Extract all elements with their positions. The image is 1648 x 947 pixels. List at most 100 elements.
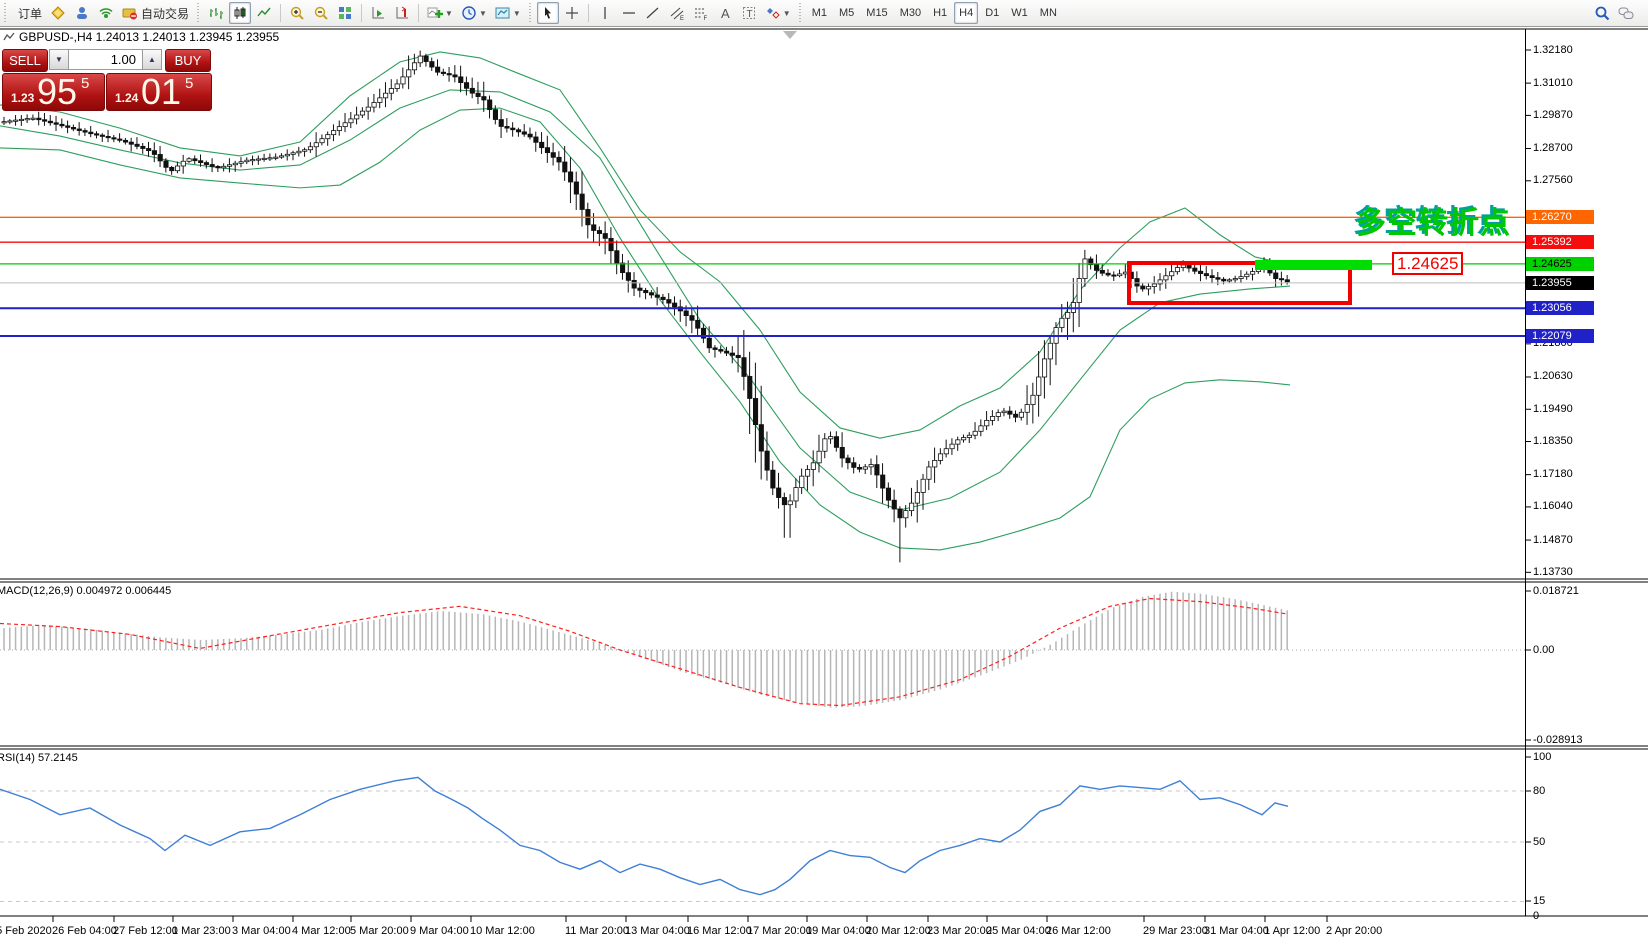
zoom-out-button[interactable]	[310, 2, 332, 24]
timeframe-button-d1[interactable]: D1	[985, 7, 1000, 19]
channel-glyph: E	[670, 7, 684, 21]
toolbar-drag-handle[interactable]	[527, 3, 533, 23]
volume-up-button[interactable]: ▲	[142, 49, 162, 70]
autotrade-glyph	[122, 8, 138, 20]
timeframe-button-w1[interactable]: W1	[1011, 7, 1028, 19]
tile-glyph	[339, 7, 352, 19]
cursor-glyph	[544, 7, 551, 19]
timeframe-button-h1[interactable]: H1	[933, 7, 948, 19]
mql5-icon[interactable]	[47, 2, 69, 24]
timeframe-button-m5[interactable]: M5	[839, 7, 855, 19]
volume-down-button[interactable]: ▼	[49, 49, 69, 70]
zoomout-glyph	[314, 6, 328, 20]
zoom-in-button[interactable]	[286, 2, 308, 24]
clock-glyph	[462, 6, 476, 20]
label-button[interactable]: T	[738, 2, 760, 24]
cursor-button[interactable]	[536, 2, 559, 24]
toolbar-separator	[587, 4, 589, 22]
new-order-button[interactable]: 订单	[12, 2, 45, 24]
autoscroll-glyph	[372, 7, 385, 19]
new-chart-button[interactable]: ▼	[424, 2, 456, 24]
timeframe-button-m15[interactable]: M15	[866, 7, 888, 19]
search-icon[interactable]	[1591, 2, 1613, 24]
auto-trading-button-label: 自动交易	[141, 6, 190, 21]
timeframe-button-m1[interactable]: M1	[811, 7, 827, 19]
buy-price-pip: 5	[185, 75, 194, 92]
chart-line-button[interactable]	[253, 2, 275, 24]
auto-trading-button[interactable]: 自动交易	[119, 2, 192, 24]
chart-candles-button[interactable]	[229, 2, 252, 24]
chat-glyph	[1618, 7, 1634, 19]
chat-icon[interactable]	[1615, 2, 1637, 24]
one-click-trade-panel: SELL ▼ ▲ BUY 1.23 95 5 1.24 01 5	[2, 47, 212, 112]
text-button[interactable]: A	[714, 2, 736, 24]
tile-windows-button[interactable]	[334, 2, 356, 24]
toolbar-drag-handle[interactable]	[3, 3, 8, 23]
labelT-glyph: T	[742, 7, 755, 20]
fibonacci-button[interactable]: F	[690, 2, 712, 24]
toolbar-separator	[418, 4, 420, 22]
channel-button[interactable]: E	[666, 2, 688, 24]
candles-glyph	[234, 7, 246, 19]
chart-shift-marker-icon	[783, 31, 797, 39]
chart-shift-button[interactable]	[391, 2, 413, 24]
sell-price-digits: 95	[37, 71, 78, 112]
toolbar-separator	[280, 4, 282, 22]
turning-point-annotation: 多空转折点	[1356, 207, 1511, 240]
community-icon[interactable]	[71, 2, 93, 24]
svg-text:E: E	[680, 16, 684, 21]
svg-text:A: A	[721, 6, 730, 21]
dropdown-arrow-icon: ▼	[478, 8, 487, 18]
trendline-button[interactable]	[642, 2, 664, 24]
crosshair-button[interactable]	[561, 2, 583, 24]
buy-button[interactable]: BUY	[165, 49, 211, 72]
fibo-glyph: F	[694, 8, 707, 21]
auto-scroll-button[interactable]	[367, 2, 389, 24]
gold-glyph	[51, 6, 65, 20]
buy-price-button[interactable]: 1.24 01 5	[106, 71, 212, 112]
search-glyph	[1595, 6, 1610, 21]
svg-text:T: T	[746, 9, 752, 20]
quote-chart-icon	[3, 32, 15, 41]
linechart-glyph	[257, 7, 271, 17]
dropdown-arrow-icon: ▼	[445, 8, 453, 18]
timeframe-button-mn[interactable]: MN	[1039, 7, 1057, 19]
templates-button[interactable]: ▼	[492, 2, 524, 24]
quote-ohlc-text: GBPUSD-,H4 1.24013 1.24013 1.23945 1.239…	[19, 30, 280, 44]
hline-glyph	[622, 12, 635, 14]
arrows-button[interactable]: ▼	[762, 2, 794, 24]
buy-price-digits: 01	[141, 71, 182, 112]
periods-button[interactable]: ▼	[458, 2, 490, 24]
template-glyph	[495, 7, 510, 19]
crosshair-glyph	[565, 7, 578, 19]
toolbar-drag-handle[interactable]	[797, 3, 803, 23]
textA-glyph: A	[721, 6, 730, 21]
zoomin-glyph	[290, 6, 304, 20]
sell-price-pip: 5	[81, 75, 90, 92]
signals-icon[interactable]	[95, 2, 117, 24]
volume-stepper: ▼ ▲	[49, 49, 162, 70]
dropdown-arrow-icon: ▼	[782, 8, 791, 18]
tline-glyph	[646, 7, 659, 19]
sell-price-button[interactable]: 1.23 95 5	[2, 71, 105, 112]
horizontal-line-button[interactable]	[618, 2, 640, 24]
addchart-glyph	[427, 7, 444, 18]
timeframe-button-m30[interactable]: M30	[899, 7, 922, 19]
shift-glyph	[396, 6, 409, 19]
buy-price-handle: 1.24	[115, 91, 139, 105]
chart-bars-button[interactable]	[205, 2, 227, 24]
quote-bar: GBPUSD-,H4 1.24013 1.24013 1.23945 1.239…	[3, 30, 279, 44]
sell-button[interactable]: SELL	[2, 49, 48, 72]
timeframe-button-h4[interactable]: H4	[954, 2, 979, 24]
price-callout-label: 1.24625	[1392, 252, 1464, 275]
volume-input[interactable]	[69, 49, 142, 70]
toolbar-separator	[361, 4, 363, 22]
svg-text:F: F	[703, 16, 707, 21]
arrows-glyph	[766, 8, 780, 19]
person-glyph	[77, 7, 88, 19]
toolbar-drag-handle[interactable]	[196, 3, 202, 23]
vertical-line-button[interactable]	[594, 2, 616, 24]
new-order-button-label: 订单	[18, 6, 43, 21]
